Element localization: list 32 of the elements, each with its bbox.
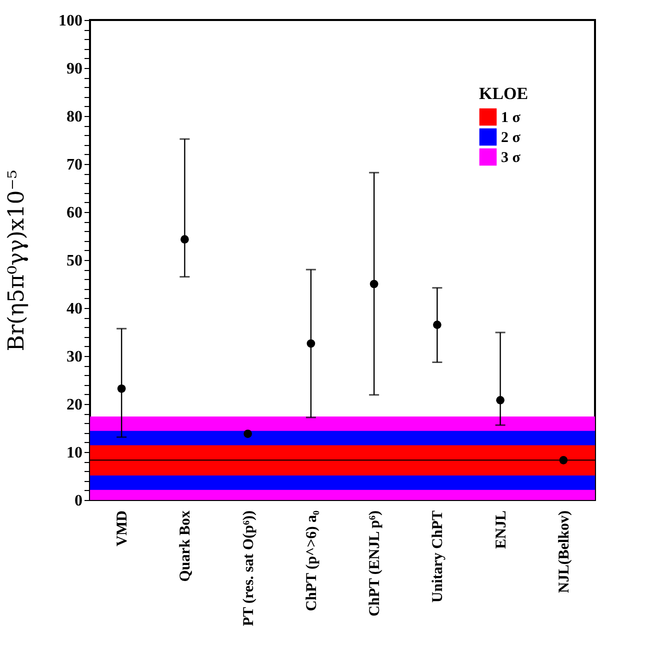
x-tick-label: ChPT (ENJL p⁶) — [367, 510, 384, 616]
point — [244, 430, 252, 438]
point — [306, 339, 316, 348]
x-tick-label: NJL(Belkov) — [556, 510, 572, 593]
y-tick-label: 30 — [66, 348, 82, 366]
y-tick-label: 20 — [66, 396, 82, 414]
point — [370, 280, 378, 288]
point — [433, 320, 442, 329]
x-tick-label: ENJL — [493, 510, 510, 549]
y-tick-label: 60 — [66, 204, 82, 222]
legend-title: KLOE — [479, 84, 528, 103]
x-tick-label: Unitary ChPT — [430, 510, 446, 603]
x-tick-label: Quark Box — [178, 510, 194, 582]
x-tick-label: VMD — [114, 510, 131, 546]
y-tick-label: 0 — [74, 492, 82, 510]
x-tick-label: PT (res. sat O(p⁶)) — [240, 510, 257, 626]
y-tick-label: 10 — [66, 444, 82, 462]
y-tick-label: 70 — [66, 156, 82, 174]
y-tick-label: 90 — [66, 60, 82, 78]
point — [496, 396, 504, 404]
legend-label: 1 σ — [501, 110, 522, 126]
y-tick-label: 50 — [66, 252, 82, 270]
y-axis-title: Br(η5π⁰γγ)x10⁻⁵ — [4, 170, 30, 352]
point — [117, 384, 126, 393]
point — [559, 456, 568, 464]
point — [180, 235, 189, 244]
y-tick-label: 80 — [66, 108, 82, 126]
x-tick-label: ChPT (p^>6) a₀ — [304, 510, 320, 612]
legend-label: 2 σ — [501, 130, 522, 146]
legend-label: 3 σ — [501, 150, 522, 166]
y-tick-label: 40 — [66, 300, 82, 318]
y-tick-label: 100 — [58, 12, 82, 30]
